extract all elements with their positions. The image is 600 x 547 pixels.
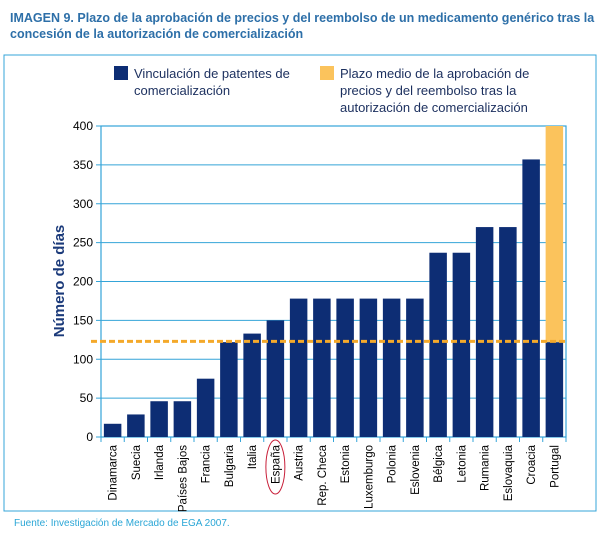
y-axis: 0 50 100 150 200 250 300 350 400 [73,119,101,444]
y-axis-label: Número de días [51,225,68,338]
legend-label: autorización de comercialización [340,100,528,115]
x-category-label: Luxemburgo [363,445,375,509]
legend: Vinculación de patentes de comercializaci… [114,66,529,115]
y-tick-label: 150 [73,313,93,327]
legend-swatch [320,66,334,80]
x-category-label: Portugal [549,445,561,488]
bar-patent-linkage [266,320,285,437]
figure-title-text: Plazo de la aprobación de precios y del … [10,11,595,41]
x-category-label: Suecia [131,444,143,480]
x-category-label: Bulgaria [224,444,236,487]
x-category-label: Eslovenia [410,444,422,494]
chart-title: IMAGEN 9. Plazo de la aprobación de prec… [10,10,595,42]
bar-patent-linkage [150,401,168,437]
bar-patent-linkage [359,298,378,437]
bar-patent-linkage [406,298,424,437]
x-category-label: Polonia [387,444,399,483]
y-tick-label: 250 [73,236,93,250]
bar-patent-linkage [475,227,494,437]
bar-patent-linkage [522,159,540,437]
legend-label: comercialización [134,83,230,98]
y-tick-label: 200 [73,275,93,289]
y-tick-label: 300 [73,197,93,211]
y-tick-label: 50 [80,391,94,405]
y-tick-label: 0 [86,430,93,444]
bars [91,126,568,437]
bar-patent-linkage [289,298,308,437]
bar-patent-linkage [173,401,192,437]
y-tick-label: 100 [73,352,93,366]
bar-patent-linkage [382,298,401,437]
bar-patent-linkage [499,227,517,437]
legend-swatch [114,66,128,80]
bar-patent-linkage [545,342,564,437]
x-category-label: Dinamarca [108,444,120,500]
x-category-label: Países Bajos [177,445,189,512]
x-category-label: Italia [247,444,259,469]
y-tick-label: 400 [73,119,93,133]
x-category-label: Eslovaquia [503,444,515,501]
legend-label: Vinculación de patentes de [134,66,290,81]
x-category-label: España [270,444,282,484]
x-category-label: Rep. Checa [317,444,329,505]
bar-patent-linkage [452,252,471,437]
x-category-label: Rumania [480,444,492,491]
bar-patent-linkage [336,298,354,437]
legend-label: Plazo medio de la aprobación de [340,66,529,81]
x-category-label: Letonia [456,444,468,482]
bar-patent-linkage [313,298,331,437]
bar-patent-linkage [103,423,122,437]
x-category-label: Irlanda [154,444,166,480]
chart-frame [3,54,597,512]
bar-patent-linkage [220,342,238,437]
x-axis: Dinamarca Suecia Irlanda Países Bajos Franci… [100,437,567,512]
x-category-label: Austria [294,444,306,480]
highlight-ellipse [265,439,286,495]
bar-average-term [545,126,564,343]
source-note: Fuente: Investigación de Mercado de EGA … [14,518,230,529]
bar-patent-linkage [127,414,145,437]
x-category-label: Francia [201,444,213,483]
y-tick-label: 350 [73,158,93,172]
bar-patent-linkage [429,252,447,437]
figure-number: IMAGEN 9. [10,11,74,25]
x-category-label: Estonia [340,444,352,483]
bar-patent-linkage [196,378,215,437]
x-category-label: Croacia [526,444,538,484]
legend-label: precios y del reembolso tras la [340,83,517,98]
x-category-label: Bélgica [433,444,445,482]
bar-patent-linkage [243,333,261,437]
